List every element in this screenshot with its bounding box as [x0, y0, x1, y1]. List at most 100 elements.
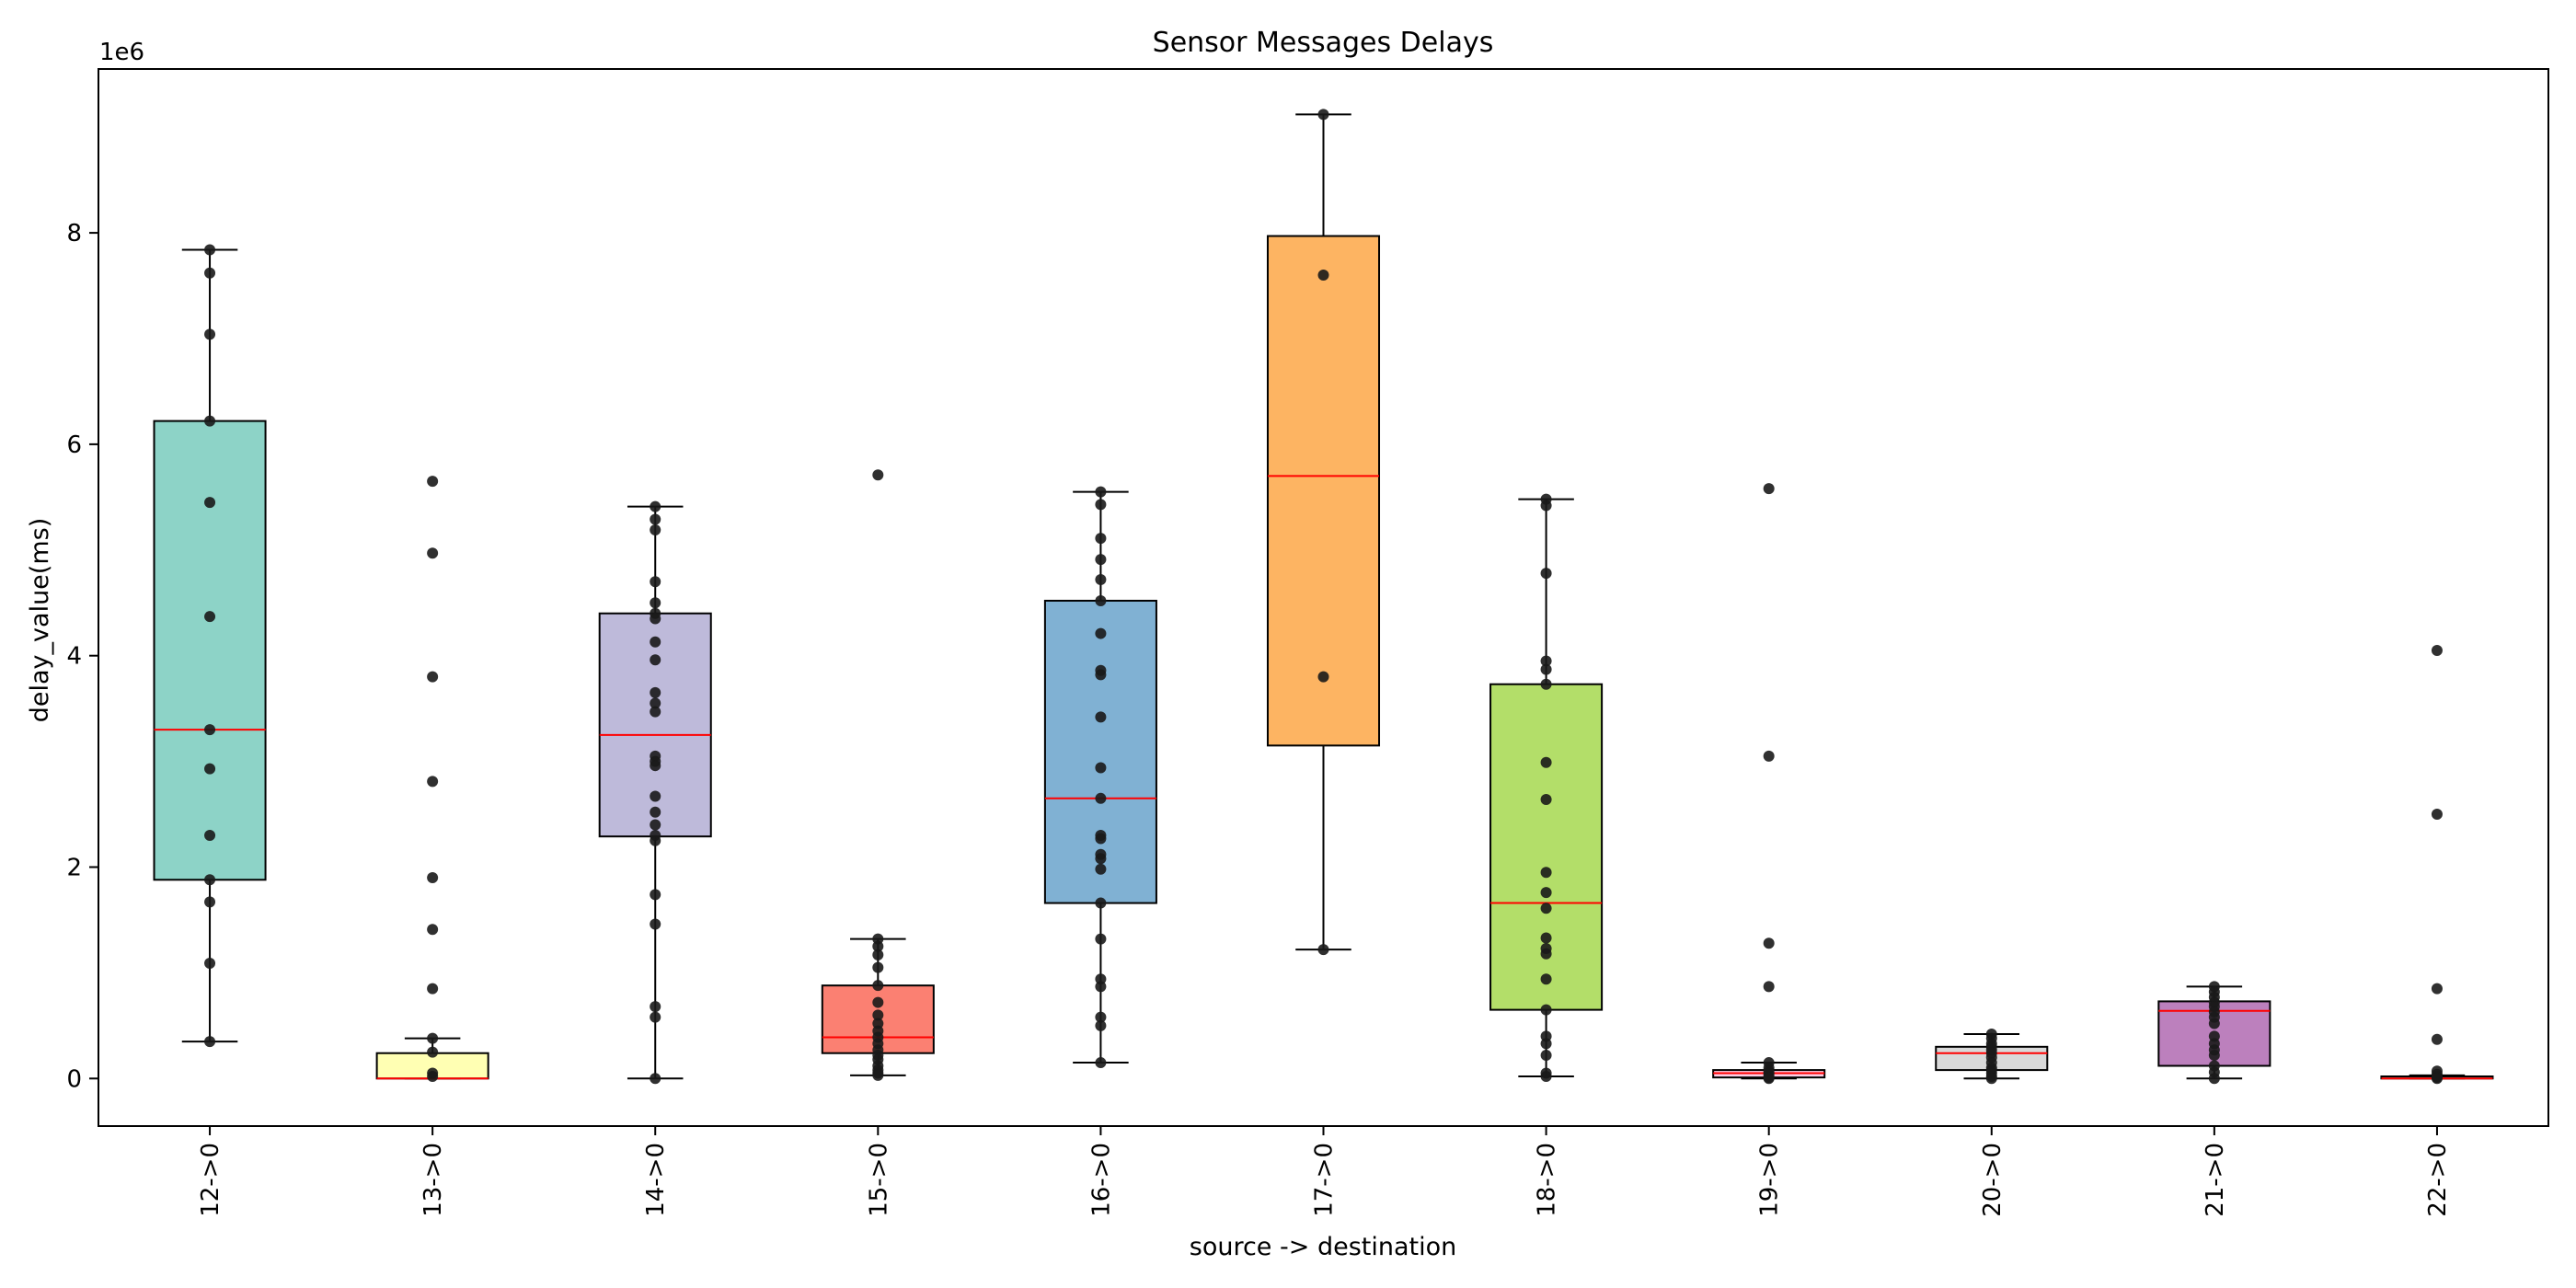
data-point — [1540, 500, 1552, 512]
data-point — [1095, 863, 1107, 875]
x-tick-label: 16->0 — [1087, 1143, 1115, 1217]
data-point — [872, 980, 884, 992]
data-point — [650, 576, 661, 588]
box-body — [1266, 235, 1381, 747]
box-13-to-0 — [375, 476, 489, 1082]
data-point — [2208, 1050, 2220, 1062]
data-point — [650, 597, 661, 609]
chart-title: Sensor Messages Delays — [1153, 27, 1494, 59]
data-point — [204, 724, 216, 736]
data-point — [650, 697, 661, 709]
data-point — [204, 244, 216, 256]
x-tick-label: 18->0 — [1534, 1143, 1561, 1217]
data-point — [1095, 573, 1107, 585]
data-point — [427, 871, 439, 883]
x-tick-label: 20->0 — [1979, 1143, 2007, 1217]
data-point — [1540, 1038, 1552, 1050]
data-point — [1763, 937, 1775, 949]
y-axis-label: delay_value(ms) — [26, 518, 54, 722]
box-14-to-0 — [598, 500, 712, 1085]
plot-frame — [98, 68, 2549, 1127]
data-point — [2431, 983, 2443, 995]
data-point — [1095, 627, 1107, 639]
data-point — [650, 523, 661, 535]
x-axis-label: source -> destination — [1190, 1233, 1456, 1261]
box-body — [1489, 683, 1604, 1011]
x-tick-label: 21->0 — [2202, 1143, 2229, 1217]
data-point — [650, 918, 661, 930]
data-point — [650, 706, 661, 718]
x-tick-label: 19->0 — [1756, 1143, 1784, 1217]
data-point — [650, 513, 661, 525]
data-point — [427, 776, 439, 788]
data-point — [650, 806, 661, 818]
data-point — [204, 763, 216, 775]
data-point — [204, 267, 216, 279]
data-point — [1540, 678, 1552, 690]
box-12-to-0 — [153, 244, 267, 1048]
data-point — [872, 949, 884, 960]
data-point — [1540, 867, 1552, 879]
data-point — [1985, 1073, 1997, 1085]
data-point — [872, 940, 884, 952]
data-point — [1540, 973, 1552, 985]
data-point — [1095, 1019, 1107, 1031]
data-point — [650, 654, 661, 666]
x-tick-label: 13->0 — [420, 1143, 447, 1217]
box-19-to-0 — [1712, 483, 1826, 1085]
data-point — [1540, 903, 1552, 914]
data-point — [204, 497, 216, 509]
data-point — [1095, 762, 1107, 774]
data-point — [1317, 671, 1329, 683]
data-point — [1540, 663, 1552, 675]
x-tick-label: 17->0 — [1311, 1143, 1339, 1217]
data-point — [872, 1069, 884, 1081]
data-point — [872, 996, 884, 1008]
data-point — [1540, 887, 1552, 899]
data-point — [1317, 944, 1329, 956]
data-point — [204, 415, 216, 427]
data-point — [650, 1001, 661, 1013]
x-tick-label: 12->0 — [197, 1143, 224, 1217]
data-point — [1095, 792, 1107, 804]
data-point — [650, 790, 661, 802]
data-point — [427, 671, 439, 683]
data-point — [1095, 897, 1107, 909]
data-point — [1317, 270, 1329, 282]
data-point — [2431, 644, 2443, 656]
data-point — [1540, 1004, 1552, 1016]
data-point — [650, 500, 661, 512]
x-tick-label: 14->0 — [642, 1143, 670, 1217]
data-point — [1095, 933, 1107, 945]
data-point — [1763, 981, 1775, 993]
data-point — [1095, 669, 1107, 681]
data-point — [1095, 499, 1107, 511]
box-21-to-0 — [2157, 981, 2271, 1085]
data-point — [1540, 655, 1552, 667]
box-18-to-0 — [1489, 493, 1604, 1082]
data-point — [1540, 793, 1552, 805]
data-point — [872, 469, 884, 481]
data-point — [427, 1070, 439, 1082]
data-point — [2208, 1018, 2220, 1029]
data-point — [204, 896, 216, 908]
box-body — [153, 420, 267, 881]
data-point — [650, 686, 661, 698]
box-16-to-0 — [1043, 486, 1157, 1069]
box-17-to-0 — [1266, 109, 1381, 956]
data-point — [1540, 932, 1552, 944]
data-point — [427, 983, 439, 995]
data-point — [1095, 833, 1107, 845]
y-tick-label: 2 — [66, 854, 82, 881]
data-point — [872, 1009, 884, 1021]
data-point — [204, 328, 216, 340]
y-tick-label: 6 — [66, 431, 82, 459]
data-point — [1540, 948, 1552, 960]
data-point — [2431, 1073, 2443, 1085]
y-tick-label: 8 — [66, 220, 82, 247]
data-point — [650, 819, 661, 831]
data-point — [1095, 711, 1107, 723]
data-point — [650, 636, 661, 648]
data-point — [1317, 109, 1329, 121]
